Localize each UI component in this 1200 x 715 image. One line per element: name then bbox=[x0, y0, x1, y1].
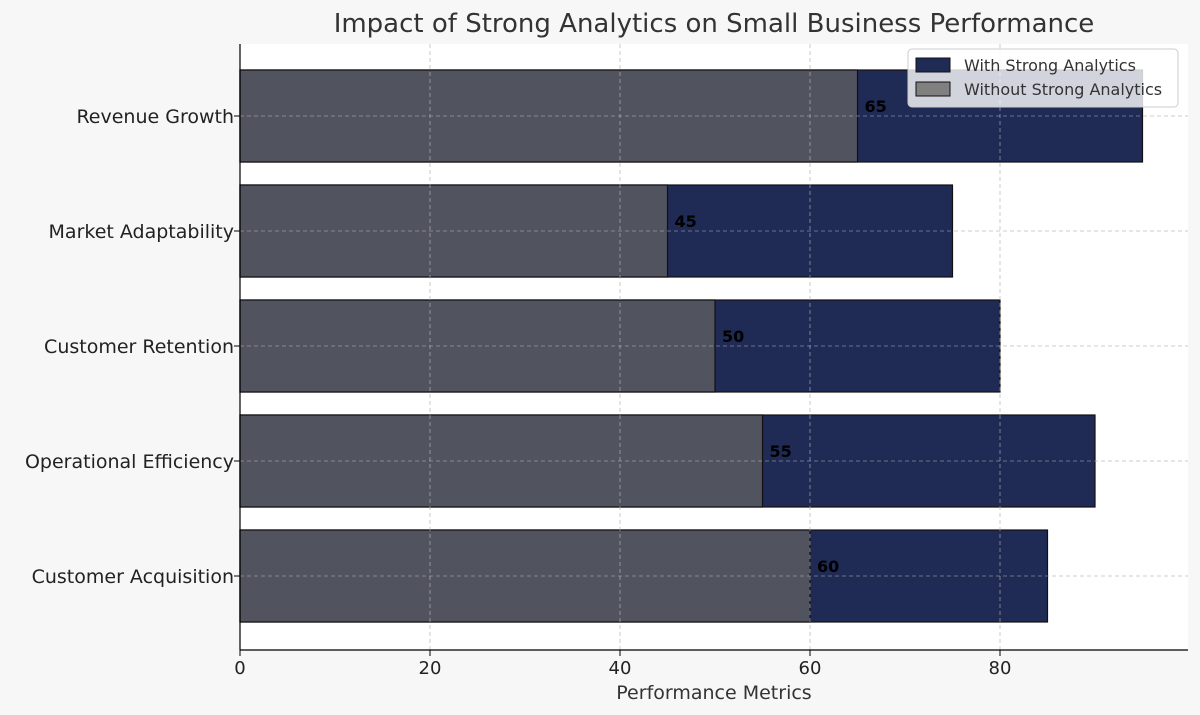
data-labels: 65 45 50 55 60 bbox=[675, 97, 887, 576]
y-tick-label: Customer Acquisition bbox=[32, 566, 234, 588]
y-tick-label: Customer Retention bbox=[44, 336, 234, 358]
x-tick-label: 0 bbox=[234, 658, 245, 679]
legend-label: With Strong Analytics bbox=[964, 56, 1136, 75]
y-tick-label: Market Adaptability bbox=[49, 221, 234, 243]
data-label: 45 bbox=[675, 212, 697, 231]
bars bbox=[239, 44, 1188, 650]
y-tick-label: Revenue Growth bbox=[76, 106, 234, 128]
bar-without-analytics bbox=[239, 69, 859, 163]
axes bbox=[239, 44, 1188, 651]
bar-without-analytics bbox=[239, 414, 764, 508]
legend-box bbox=[907, 48, 1179, 108]
x-tick-label: 60 bbox=[799, 658, 822, 679]
legend-swatch bbox=[915, 57, 951, 73]
data-label: 50 bbox=[722, 327, 744, 346]
chart-title: Impact of Strong Analytics on Small Busi… bbox=[334, 9, 1095, 39]
bar-without-analytics bbox=[239, 299, 716, 393]
tick-labels: 0 20 40 60 80 Revenue Growth Market Adaptabili… bbox=[25, 106, 1012, 679]
data-label: 60 bbox=[817, 557, 839, 576]
legend: With Strong Analytics Without Strong Anal… bbox=[907, 48, 1179, 108]
x-axis-label: Performance Metrics bbox=[616, 682, 811, 704]
y-tick-label: Operational Efficiency bbox=[25, 451, 234, 473]
bar-without-analytics bbox=[239, 529, 811, 623]
x-tick-label: 20 bbox=[419, 658, 442, 679]
legend-label: Without Strong Analytics bbox=[964, 80, 1162, 99]
x-tick-label: 40 bbox=[609, 658, 632, 679]
data-label: 55 bbox=[770, 442, 792, 461]
legend-swatch bbox=[915, 81, 951, 97]
data-label: 65 bbox=[865, 97, 887, 116]
x-tick-label: 80 bbox=[989, 658, 1012, 679]
